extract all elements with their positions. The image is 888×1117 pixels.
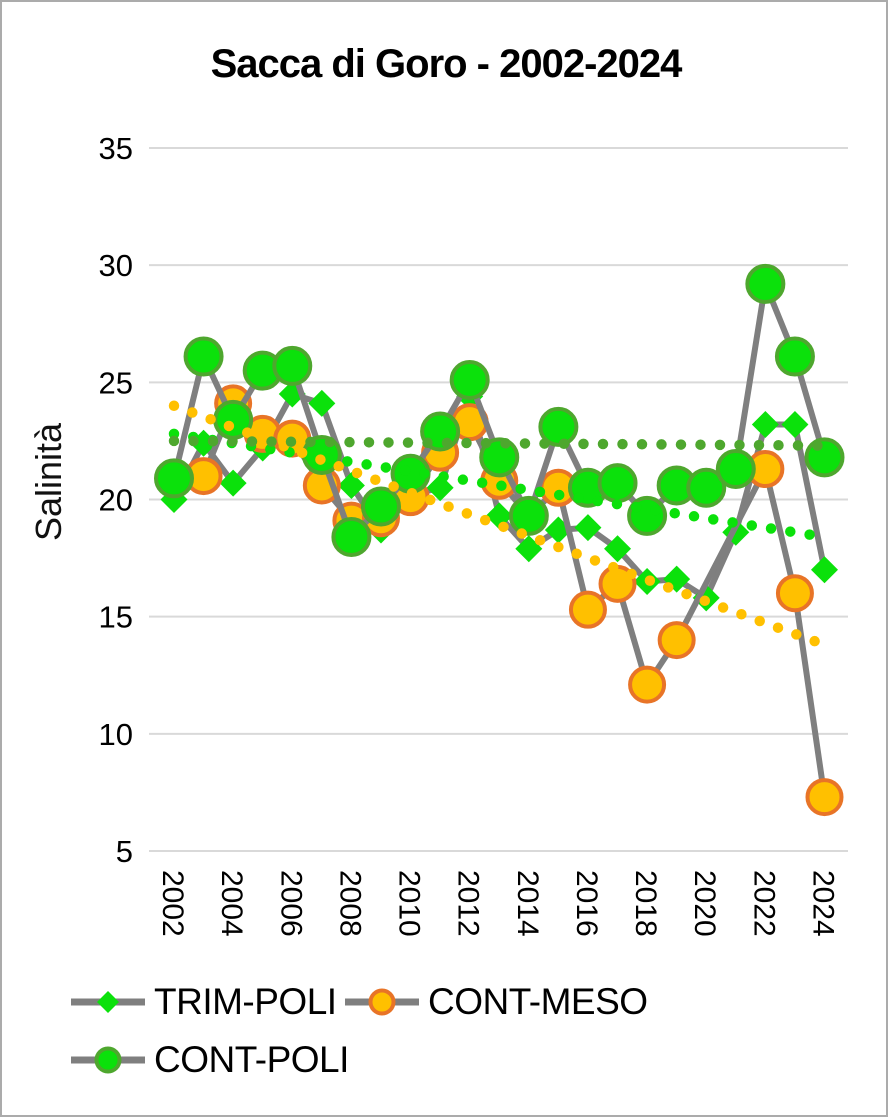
legend-item-cont-poli: CONT-POLI xyxy=(68,1036,349,1084)
marker-trim-poli-2023 xyxy=(781,411,809,439)
marker-cont-meso-2023 xyxy=(775,574,814,613)
marker-cont-poli-2006 xyxy=(272,345,313,386)
y-tick-label-10: 10 xyxy=(99,717,133,752)
marker-cont-meso-2024 xyxy=(805,778,844,817)
y-tick-label-35: 35 xyxy=(99,131,133,166)
x-tick-label-2022: 2022 xyxy=(747,870,780,937)
marker-cont-poli-2023 xyxy=(774,336,815,377)
marker-cont-poli-2003 xyxy=(183,336,224,377)
x-tick-label-2016: 2016 xyxy=(570,870,603,937)
marker-cont-poli-2008 xyxy=(331,516,372,557)
marker-trim-poli-2022 xyxy=(751,411,779,439)
x-tick-label-2002: 2002 xyxy=(156,870,189,937)
x-tick-label-2008: 2008 xyxy=(333,870,366,937)
marker-cont-poli-2022 xyxy=(745,263,786,304)
legend-label: CONT-MESO xyxy=(428,981,648,1022)
x-tick-label-2018: 2018 xyxy=(629,870,662,937)
y-tick-label-20: 20 xyxy=(99,483,133,518)
marker-cont-poli-2013 xyxy=(479,437,520,478)
marker-trim-poli-2008 xyxy=(337,471,365,499)
marker-cont-poli-2014 xyxy=(508,495,549,536)
y-tick-label-5: 5 xyxy=(116,834,133,869)
marker-trim-poli-2024 xyxy=(810,556,838,584)
marker-cont-meso-2016 xyxy=(568,590,607,629)
marker-cont-poli-2021 xyxy=(715,449,756,490)
marker-trim-poli-2017 xyxy=(604,535,632,563)
marker-cont-poli-2009 xyxy=(360,486,401,527)
legend-item-cont-meso: CONT-MESO xyxy=(342,978,648,1026)
x-tick-label-2014: 2014 xyxy=(511,870,544,937)
marker-trim-poli-2004 xyxy=(219,469,247,497)
legend-label: TRIM-POLI xyxy=(154,981,337,1022)
x-tick-label-2010: 2010 xyxy=(393,870,426,937)
trendline-cont-poli xyxy=(168,435,830,451)
y-tick-label-25: 25 xyxy=(99,365,133,400)
legend-swatch-cont-meso xyxy=(345,988,419,1016)
marker-cont-meso-2018 xyxy=(628,665,667,704)
x-tick-label-2024: 2024 xyxy=(806,870,839,937)
chart-title: Sacca di Goro - 2002-2024 xyxy=(210,42,683,86)
marker-cont-poli-2017 xyxy=(597,463,638,504)
marker-trim-poli-2011 xyxy=(426,474,454,502)
x-tick-label-2012: 2012 xyxy=(452,870,485,937)
marker-cont-poli-2015 xyxy=(538,406,579,447)
x-tick-label-2004: 2004 xyxy=(215,870,248,937)
marker-cont-poli-2024 xyxy=(804,437,845,478)
marker-cont-poli-2012 xyxy=(449,359,490,400)
marker-trim-poli-2007 xyxy=(308,389,336,417)
y-tick-label-15: 15 xyxy=(99,600,133,635)
marker-trim-poli-2016 xyxy=(574,514,602,542)
marker-cont-poli-2002 xyxy=(154,458,194,499)
y-tick-label-30: 30 xyxy=(99,248,133,283)
x-tick-label-2020: 2020 xyxy=(688,870,721,937)
x-tick-label-2006: 2006 xyxy=(274,870,307,937)
marker-cont-meso-2019 xyxy=(657,621,696,660)
trendline-trim-poli xyxy=(168,428,830,543)
marker-cont-poli-2020 xyxy=(686,467,727,508)
legend-swatch-trim-poli xyxy=(71,991,145,1013)
trendline-cont-meso xyxy=(168,400,830,651)
legend-swatch-cont-poli xyxy=(71,1046,145,1074)
legend-label: CONT-POLI xyxy=(154,1039,349,1080)
legend-item-trim-poli: TRIM-POLI xyxy=(68,978,337,1026)
